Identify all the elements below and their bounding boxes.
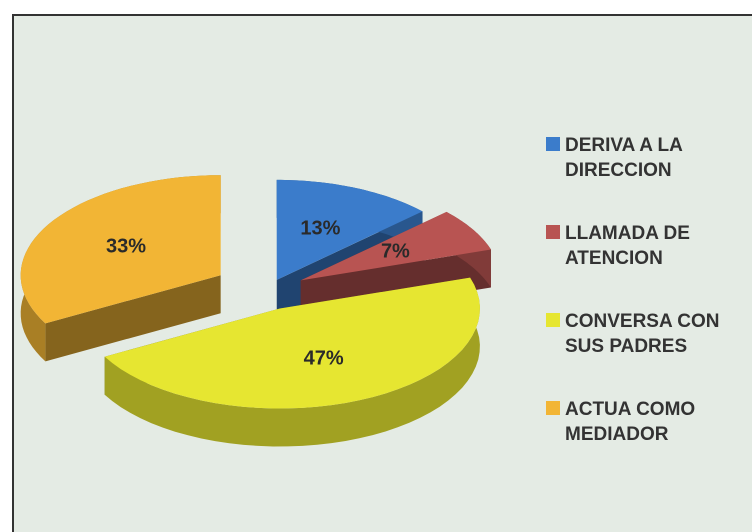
legend-item: CONVERSA CON SUS PADRES <box>546 309 746 359</box>
legend-label: DERIVA A LA DIRECCION <box>565 135 683 181</box>
legend-swatch <box>546 137 560 151</box>
slice <box>104 277 480 409</box>
slice <box>276 179 423 280</box>
slice <box>20 175 221 324</box>
legend-swatch <box>546 225 560 239</box>
legend-label: CONVERSA CON SUS PADRES <box>565 311 720 357</box>
slice-edge <box>104 277 480 447</box>
legend-swatch <box>546 313 560 327</box>
data-label: 33% <box>106 235 146 257</box>
legend-item: LLAMADA DE ATENCION <box>546 221 746 271</box>
legend-label: LLAMADA DE ATENCION <box>565 223 690 269</box>
data-label: 47% <box>304 347 344 369</box>
data-label: 13% <box>300 218 340 240</box>
legend-swatch <box>546 401 560 415</box>
slice-side <box>45 275 221 362</box>
slice <box>300 211 491 281</box>
legend-item: DERIVA A LA DIRECCION <box>546 133 746 183</box>
data-label: 7% <box>381 241 410 263</box>
legend-item: ACTUA COMO MEDIADOR <box>546 397 746 447</box>
legend-label: ACTUA COMO MEDIADOR <box>565 399 696 445</box>
